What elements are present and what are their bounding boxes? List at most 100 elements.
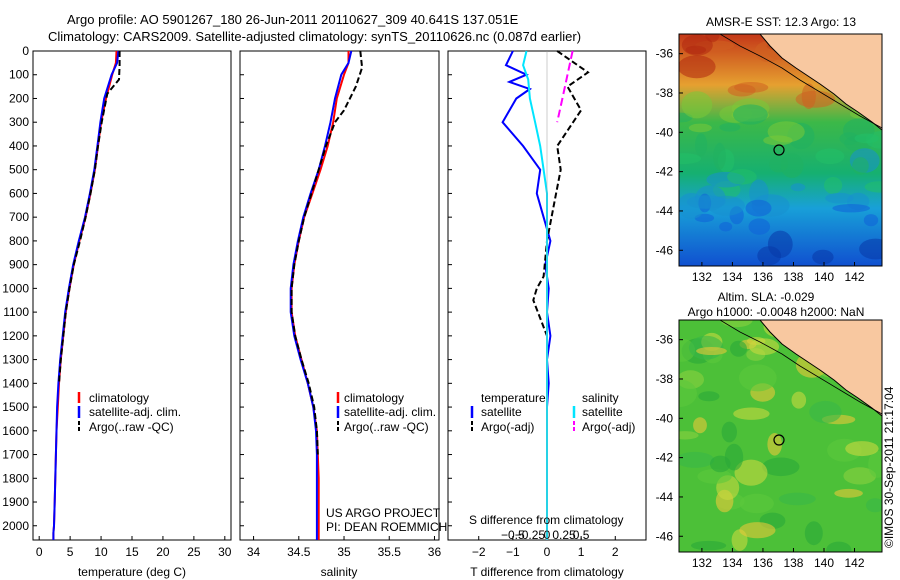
sla-texture-patch — [733, 407, 770, 420]
sla-map-axes: 132 134 136 138 140 142 -36 -38 -40 -42 -44 -46 — [656, 333, 865, 570]
sla-texture-patch — [691, 540, 727, 551]
depth-tick-label: 800 — [9, 234, 29, 248]
sst-texture-patch — [719, 123, 741, 132]
sst-texture-patch — [767, 230, 793, 258]
temperature-plot: 0 5 10 15 20 25 30 — [36, 50, 232, 559]
map-y-tick-label: -44 — [656, 204, 674, 218]
sla-texture-patch — [679, 451, 715, 468]
sst-texture-patch — [748, 218, 771, 235]
bathymetry-contour — [719, 320, 882, 415]
header-line-2: Climatology: CARS2009. Satellite-adjuste… — [48, 29, 581, 44]
x-tick-label: 35 — [337, 545, 351, 559]
x-tick-label: 0 — [36, 545, 43, 559]
legend-label-argo: Argo(..raw -QC) — [89, 420, 174, 434]
sst-map-title: AMSR-E SST: 12.3 Argo: 13 — [706, 15, 856, 29]
map-y-tick-label: -42 — [656, 451, 674, 465]
sla-texture-patch — [826, 541, 852, 552]
series-line-climatology — [52, 50, 118, 540]
project-annotation: US ARGO PROJECT — [326, 506, 441, 520]
sst-texture-patch — [812, 249, 834, 265]
sla-texture-patch — [724, 443, 744, 471]
sst-texture-patch — [864, 181, 882, 193]
sla-texture-patch — [697, 469, 732, 484]
argo-position-marker — [773, 434, 785, 446]
map-x-tick-label: 138 — [783, 270, 803, 284]
sla-map-frame — [678, 319, 883, 553]
map-y-tick-label: -38 — [656, 86, 674, 100]
legend-label-satellite: satellite-adj. clim. — [344, 405, 436, 419]
depth-tick-label: 1000 — [2, 281, 29, 295]
sst-texture — [679, 34, 882, 266]
map-x-tick-label: 134 — [722, 270, 742, 284]
temperature-panel-frame — [32, 50, 232, 541]
map-x-tick-label: 140 — [814, 556, 834, 570]
salinity-panel-frame — [239, 50, 440, 541]
series-line-satellite-adj-clim- — [52, 50, 120, 540]
sst-texture-patch — [863, 214, 879, 227]
map-x-tick-label: 140 — [814, 270, 834, 284]
x-tick-label: 20 — [156, 545, 170, 559]
sla-texture-patch — [791, 391, 807, 409]
s-tick-label: 0.5 — [573, 528, 590, 542]
x-tick-label: 0 — [544, 545, 551, 559]
depth-axis: 0 100 200 300 400 500 600 700 800 900 1000 1100 1200… — [2, 44, 452, 533]
salinity-axis-label: salinity — [321, 565, 358, 579]
sst-texture-patch — [790, 183, 806, 192]
legend-label-climatology: climatology — [89, 391, 149, 405]
x-tick-label: −1 — [506, 545, 520, 559]
depth-tick-label: 700 — [9, 210, 29, 224]
map-y-tick-label: -38 — [656, 372, 674, 386]
difference-axis-label: T difference from climatology — [470, 565, 624, 579]
map-y-tick-label: -42 — [656, 165, 674, 179]
x-tick-label: 34 — [247, 545, 261, 559]
depth-tick-label: 100 — [9, 68, 29, 82]
sst-texture-patch — [679, 153, 702, 165]
series-line-temperature-satellite — [501, 50, 552, 540]
depth-tick-label: 0 — [22, 44, 29, 58]
difference-plot: −2 −1 0 1 2−0.5−0.250 0.250.5 — [472, 50, 619, 559]
sst-texture-patch — [854, 133, 879, 144]
sst-texture-patch — [679, 55, 716, 79]
sst-texture-patch — [695, 133, 708, 157]
sla-texture-patch — [679, 431, 699, 440]
x-tick-label: 5 — [67, 545, 74, 559]
sla-texture-patch — [693, 417, 707, 434]
series-line-satellite-adj-clim- — [289, 50, 353, 540]
x-tick-label: 15 — [125, 545, 139, 559]
sla-texture-patch — [698, 391, 720, 402]
s-difference-label: S difference from climatology — [469, 513, 624, 527]
bathymetry-contour — [719, 34, 882, 129]
x-tick-label: −2 — [472, 545, 486, 559]
depth-tick-label: 2000 — [2, 519, 29, 533]
sla-texture-patch — [738, 364, 777, 392]
sla-texture-patch — [696, 347, 727, 355]
map-y-tick-label: -46 — [656, 529, 674, 543]
series-line-temperature-argo-adj- — [532, 50, 590, 467]
sla-map-subtitle: Argo h1000: -0.0048 h2000: NaN — [688, 305, 865, 319]
sst-map — [679, 34, 882, 266]
map-x-tick-label: 132 — [692, 270, 712, 284]
sst-texture-patch — [780, 153, 804, 178]
depth-tick-label: 500 — [9, 163, 29, 177]
map-x-tick-label: 134 — [722, 556, 742, 570]
temperature-axis-label: temperature (deg C) — [78, 565, 186, 579]
map-y-tick-label: -40 — [656, 411, 674, 425]
sst-texture-patch — [859, 238, 882, 260]
map-y-tick-label: -46 — [656, 243, 674, 257]
land-mass — [759, 34, 882, 131]
depth-tick-label: 1500 — [2, 400, 29, 414]
map-x-tick-label: 136 — [753, 556, 773, 570]
depth-tick-label: 1400 — [2, 376, 29, 390]
sla-texture-patch — [845, 441, 879, 457]
legend-head-temperature: temperature — [481, 391, 546, 405]
imos-credit: ©IMOS 30-Sep-2011 21:17:04 — [882, 386, 896, 548]
sst-texture-patch — [832, 204, 870, 213]
sst-texture-patch — [825, 192, 854, 204]
series-line-argo-raw-qc- — [58, 51, 121, 384]
x-tick-label: 10 — [94, 545, 108, 559]
map-x-tick-label: 142 — [845, 556, 865, 570]
depth-tick-label: 300 — [9, 115, 29, 129]
legend-label-sal-argo: Argo(-adj) — [582, 420, 635, 434]
legend-label-climatology: climatology — [344, 391, 404, 405]
legend-label-temp-satellite: satellite — [481, 405, 522, 419]
